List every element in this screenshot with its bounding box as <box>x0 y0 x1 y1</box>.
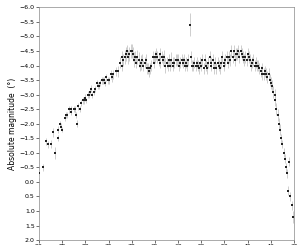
Y-axis label: Absolute magnitude  (°): Absolute magnitude (°) <box>8 78 17 170</box>
